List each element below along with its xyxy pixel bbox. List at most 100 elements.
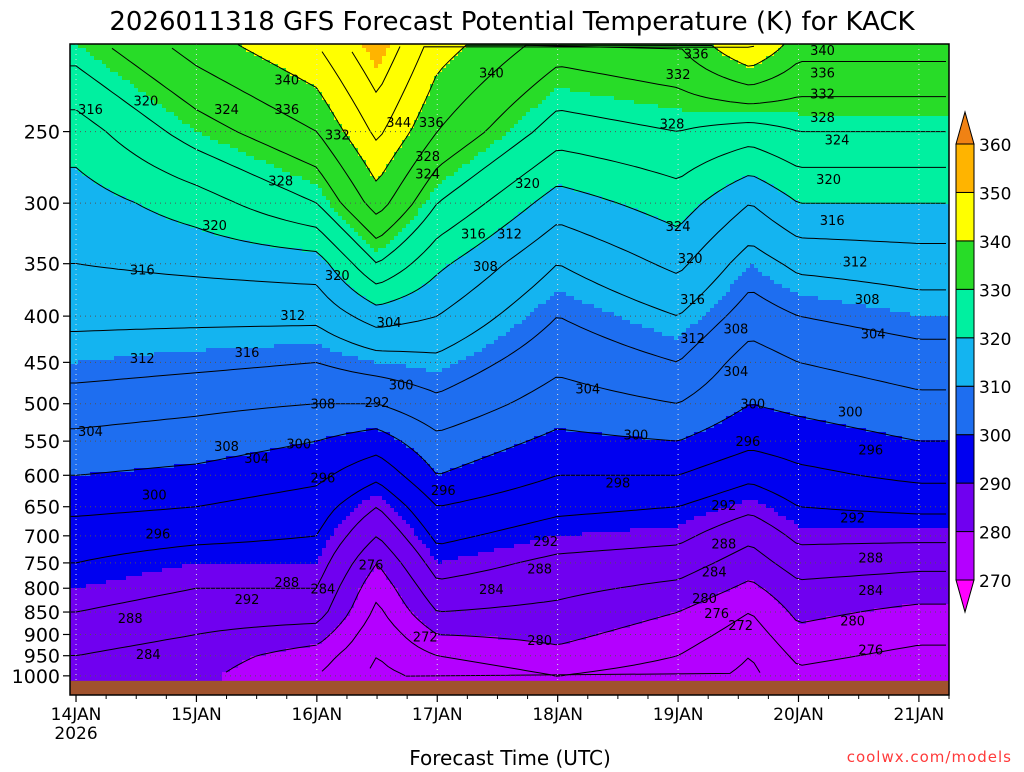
field-cell bbox=[358, 96, 363, 101]
field-cell bbox=[510, 84, 515, 89]
field-cell bbox=[418, 96, 423, 101]
field-cell bbox=[530, 52, 535, 57]
field-cell bbox=[82, 56, 87, 61]
field-cell bbox=[458, 88, 463, 93]
field-cell bbox=[410, 84, 415, 89]
field-cell bbox=[654, 64, 659, 69]
field-cell bbox=[842, 104, 847, 109]
field-cell bbox=[662, 112, 667, 117]
field-cell bbox=[906, 116, 911, 121]
field-cell bbox=[182, 120, 187, 125]
field-cell bbox=[182, 116, 187, 121]
field-cell bbox=[942, 76, 947, 81]
field-cell bbox=[886, 60, 891, 65]
field-cell bbox=[274, 60, 279, 65]
field-cell bbox=[606, 84, 611, 89]
field-cell bbox=[566, 104, 571, 109]
field-cell bbox=[302, 104, 307, 109]
field-cell bbox=[550, 60, 555, 65]
field-cell bbox=[314, 72, 319, 77]
field-cell bbox=[306, 88, 311, 93]
field-cell bbox=[142, 84, 147, 89]
field-cell bbox=[110, 84, 115, 89]
field-cell bbox=[842, 92, 847, 97]
field-cell bbox=[90, 64, 95, 69]
field-cell bbox=[382, 64, 387, 69]
field-cell bbox=[166, 60, 171, 65]
field-cell bbox=[266, 76, 271, 81]
field-cell bbox=[610, 68, 615, 73]
field-cell bbox=[650, 72, 655, 77]
field-cell bbox=[878, 64, 883, 69]
field-cell bbox=[310, 64, 315, 69]
field-cell bbox=[518, 64, 523, 69]
field-cell bbox=[242, 116, 247, 121]
field-cell bbox=[838, 84, 843, 89]
field-cell bbox=[102, 120, 107, 125]
field-cell bbox=[122, 60, 127, 65]
field-cell bbox=[390, 92, 395, 97]
field-cell bbox=[250, 56, 255, 61]
field-cell bbox=[798, 108, 803, 113]
field-cell bbox=[266, 92, 271, 97]
field-cell bbox=[734, 52, 739, 57]
field-cell bbox=[474, 52, 479, 57]
field-cell bbox=[654, 120, 659, 125]
field-cell bbox=[82, 84, 87, 89]
field-cell bbox=[846, 76, 851, 81]
field-cell bbox=[602, 84, 607, 89]
field-cell bbox=[922, 60, 927, 65]
field-cell bbox=[542, 104, 547, 109]
field-cell bbox=[706, 76, 711, 81]
field-cell bbox=[430, 96, 435, 101]
field-cell bbox=[594, 80, 599, 85]
field-cell bbox=[226, 56, 231, 61]
field-cell bbox=[478, 104, 483, 109]
field-cell bbox=[606, 120, 611, 125]
field-cell bbox=[718, 84, 723, 89]
field-cell bbox=[334, 104, 339, 109]
field-cell bbox=[694, 96, 699, 101]
field-cell bbox=[170, 84, 175, 89]
field-cell bbox=[390, 104, 395, 109]
field-cell bbox=[802, 68, 807, 73]
field-cell bbox=[882, 72, 887, 77]
field-cell bbox=[458, 60, 463, 65]
field-cell bbox=[846, 108, 851, 113]
field-cell bbox=[354, 64, 359, 69]
field-cell bbox=[870, 108, 875, 113]
field-cell bbox=[94, 48, 99, 53]
field-cell bbox=[534, 68, 539, 73]
field-cell bbox=[614, 56, 619, 61]
field-cell bbox=[890, 60, 895, 65]
field-cell bbox=[930, 64, 935, 69]
field-cell bbox=[354, 80, 359, 85]
field-cell bbox=[798, 68, 803, 73]
field-cell bbox=[106, 100, 111, 105]
field-cell bbox=[362, 48, 367, 53]
temperature-field bbox=[70, 44, 951, 697]
field-cell bbox=[382, 48, 387, 53]
field-cell bbox=[722, 64, 727, 69]
field-cell bbox=[686, 84, 691, 89]
field-cell bbox=[454, 60, 459, 65]
field-cell bbox=[226, 88, 231, 93]
field-cell bbox=[878, 88, 883, 93]
field-cell bbox=[414, 88, 419, 93]
field-cell bbox=[134, 112, 139, 117]
field-cell bbox=[490, 112, 495, 117]
field-cell bbox=[230, 120, 235, 125]
field-cell bbox=[914, 112, 919, 117]
field-cell bbox=[914, 100, 919, 105]
field-cell bbox=[878, 68, 883, 73]
field-cell bbox=[786, 76, 791, 81]
field-cell bbox=[442, 88, 447, 93]
field-cell bbox=[698, 72, 703, 77]
field-cell bbox=[434, 84, 439, 89]
field-cell bbox=[406, 100, 411, 105]
field-cell bbox=[650, 60, 655, 65]
field-cell bbox=[762, 72, 767, 77]
field-cell bbox=[738, 88, 743, 93]
field-cell bbox=[550, 104, 555, 109]
field-cell bbox=[578, 88, 583, 93]
